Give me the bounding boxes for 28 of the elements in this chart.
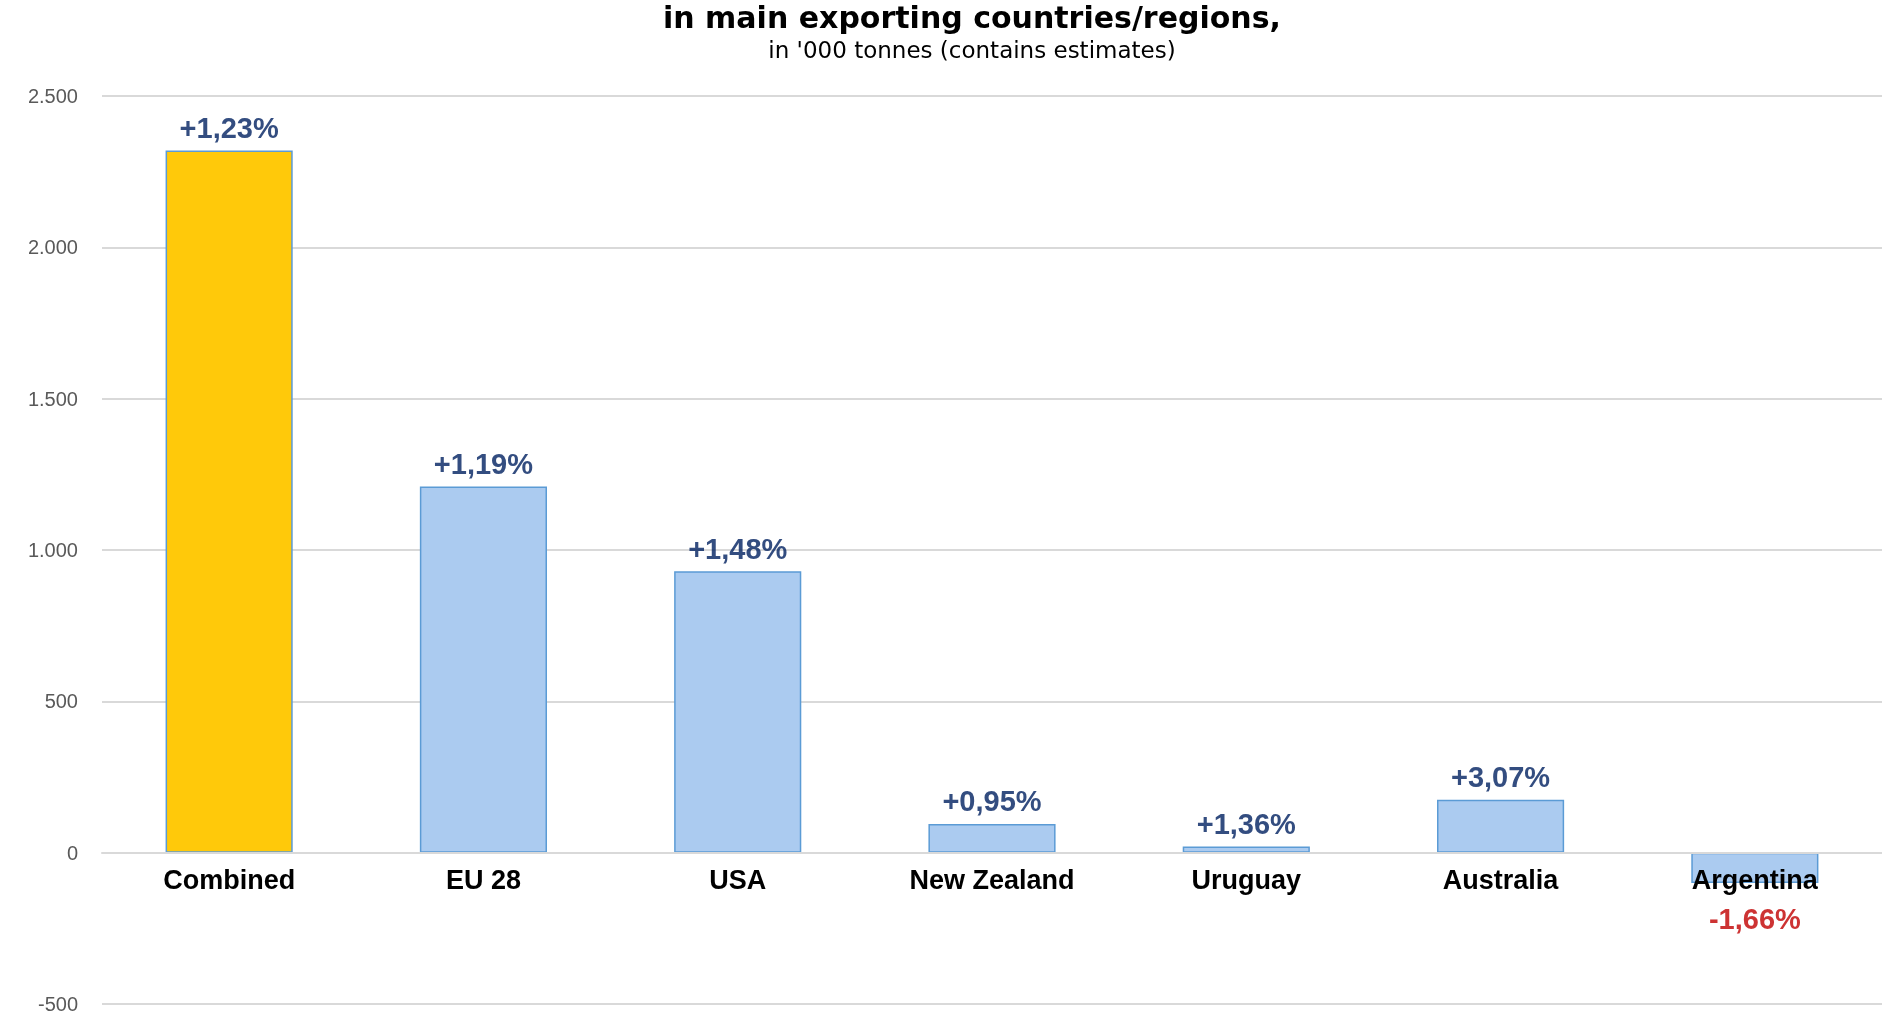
annotation: +1,36% (1196, 808, 1297, 841)
y-tick-label: 0 (66, 841, 78, 864)
x-tick-label: Combined (163, 865, 296, 896)
y-tick-label: 1.500 (27, 387, 78, 410)
annotation: +3,07% (1450, 761, 1551, 794)
x-tick-label: USA (709, 865, 767, 896)
x-tick-label: Australia (1442, 865, 1560, 896)
y-tick-label: 500 (44, 690, 78, 713)
annotation: +0,95% (942, 785, 1042, 818)
bar (928, 823, 1056, 853)
annotation: +1,48% (688, 532, 788, 565)
x-tick-label: Argentina (1691, 865, 1819, 896)
bar (419, 486, 547, 853)
bar (674, 571, 802, 853)
chart-title: in main exporting countries/regions, (663, 0, 1281, 35)
x-tick-label: New Zealand (909, 865, 1075, 896)
annotation: +1,19% (433, 447, 534, 480)
y-tick-label: 2.000 (27, 236, 78, 259)
bar (1437, 799, 1565, 853)
y-tick-label: 2.500 (27, 85, 78, 107)
annotation: -1,66% (1708, 903, 1802, 936)
bar (165, 150, 293, 853)
x-tick-label: EU 28 (445, 865, 521, 896)
chart-subtitle: in '000 tonnes (contains estimates) (768, 36, 1176, 63)
y-tick-label: -500 (37, 993, 78, 1015)
x-tick-label: Uruguay (1191, 865, 1302, 896)
y-tick-label: 1.000 (27, 539, 78, 561)
annotation: +1,23% (179, 111, 279, 144)
